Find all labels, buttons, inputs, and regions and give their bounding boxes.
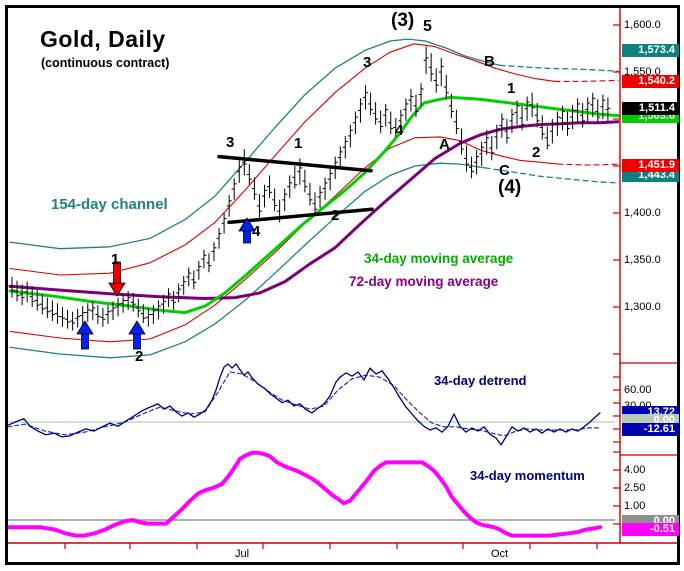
wave-label: 2	[532, 144, 541, 161]
ma34-annotation: 34-day moving average	[364, 251, 514, 266]
chart-border	[5, 5, 680, 565]
axis-value-badge: 1,573.4	[622, 43, 679, 57]
axis-value-label: 4.00	[624, 464, 646, 476]
axis-value-badge: 1,511.4	[622, 101, 679, 115]
wave-label: (3)	[391, 10, 415, 31]
axis-value-label: 2.50	[624, 482, 646, 494]
band-upper-line	[9, 43, 556, 276]
axis-value-label: 1,300.0	[624, 301, 661, 313]
axis-value-badge: -12.61	[622, 422, 679, 436]
trendline	[227, 207, 374, 225]
axis-value-label: 60.00	[624, 384, 652, 396]
axis-value-badge: 1,443.4	[622, 168, 679, 182]
wave-label: 1	[111, 251, 120, 268]
wave-label: 4	[395, 122, 404, 139]
wave-label: 2	[135, 348, 144, 365]
detrend-line	[7, 363, 601, 446]
page-subtitle: (continuous contract)	[41, 56, 170, 70]
ma72-line	[8, 120, 620, 300]
wave-label: 3	[226, 134, 235, 151]
axis-value-label: 1,600.0	[624, 19, 661, 31]
page-title: Gold, Daily	[40, 26, 166, 52]
ma72-annotation: 72-day moving average	[349, 274, 499, 289]
wave-label: 2	[331, 207, 340, 224]
axis-value-badge: -0.51	[622, 522, 679, 536]
up-arrow-icon	[81, 333, 89, 350]
wave-label: A	[439, 136, 450, 153]
channel-upper-line-dashed	[499, 64, 619, 72]
axis-value-label: 1,400.0	[624, 207, 661, 219]
detrend-annotation: 34-day detrend	[434, 373, 527, 388]
wave-label: 4	[252, 223, 261, 240]
x-axis-month-label: Oct	[491, 548, 509, 560]
axis-value-label: 1,350.0	[624, 254, 661, 266]
detrend-smoothed-line	[7, 371, 601, 437]
axis-value-badge: 1,540.2	[622, 74, 679, 88]
axis-value-label: 1.00	[624, 500, 646, 512]
band-upper-line-dashed	[554, 79, 619, 82]
channel-upper-line	[9, 38, 501, 250]
x-axis-month-label: Jul	[235, 548, 250, 560]
band-lower-line-dashed	[557, 163, 619, 166]
wave-label: (4)	[498, 177, 522, 198]
momentum-annotation: 34-day momentum	[470, 468, 585, 483]
trendline	[217, 154, 373, 173]
wave-label: 1	[507, 80, 516, 97]
up-arrow-icon	[133, 333, 141, 350]
wave-label: B	[484, 53, 495, 70]
wave-label: C	[499, 162, 510, 179]
channel-lower-line-dashed	[484, 167, 619, 184]
wave-label: 1	[294, 135, 303, 152]
wave-label: 5	[423, 18, 432, 35]
down-arrow-icon	[113, 261, 121, 284]
wave-label: 3	[363, 54, 372, 71]
up-arrow-icon	[243, 230, 251, 244]
axis-value-badge: 1,451.9	[622, 158, 679, 172]
momentum-line	[6, 450, 602, 538]
band-lower-line	[9, 136, 559, 343]
channel-annotation: 154-day channel	[51, 196, 168, 213]
